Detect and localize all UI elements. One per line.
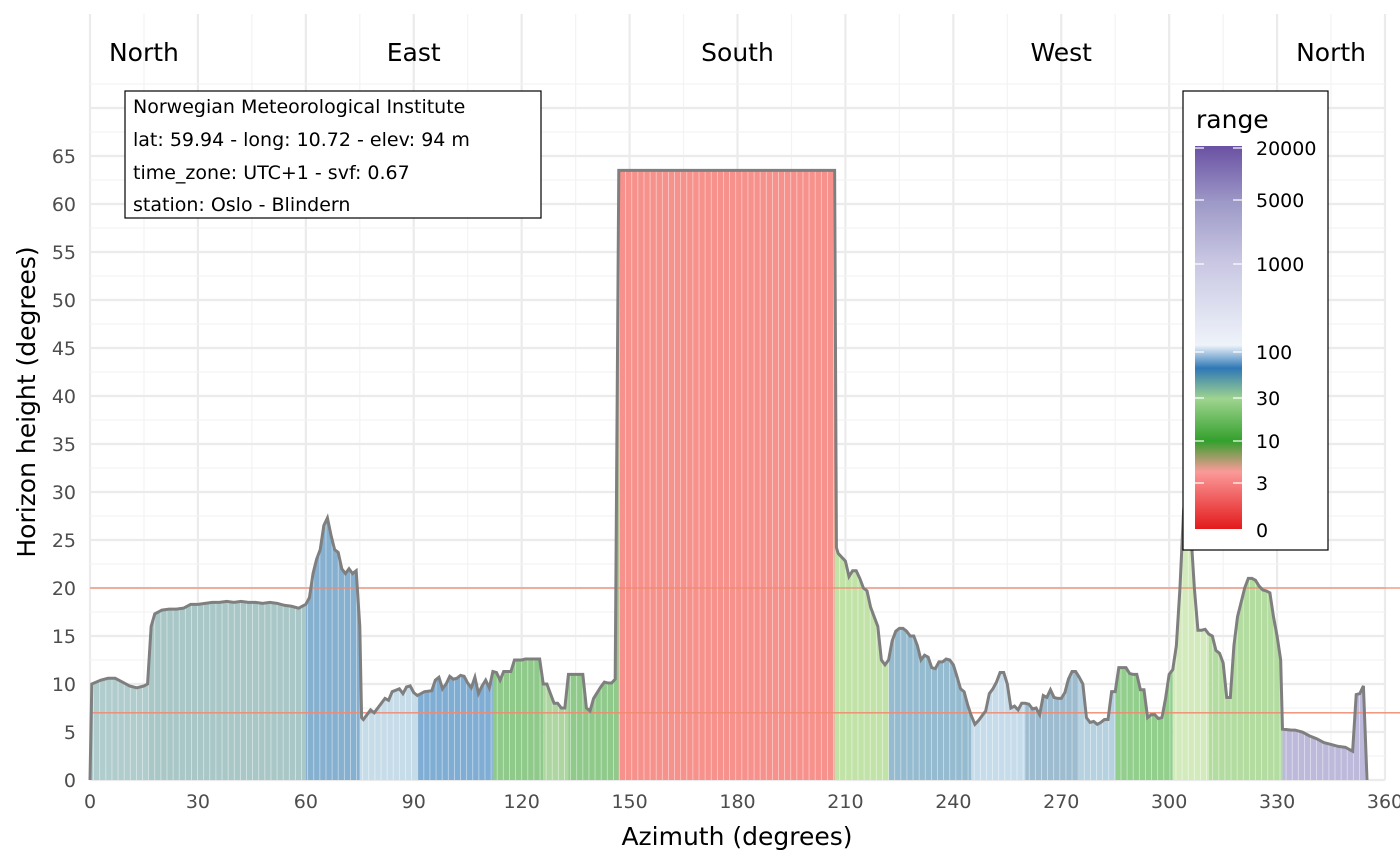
- direction-label: West: [1031, 38, 1093, 67]
- area-segment: [1115, 667, 1173, 780]
- direction-label: South: [701, 38, 774, 67]
- legend-label: 30: [1256, 388, 1280, 410]
- y-tick-label: 65: [52, 146, 76, 168]
- legend-label: 1000: [1256, 254, 1304, 276]
- x-tick-label: 0: [84, 791, 96, 813]
- x-tick-label: 150: [611, 791, 647, 813]
- y-tick-label: 45: [52, 338, 76, 360]
- area-segment: [1025, 671, 1080, 780]
- x-tick-label: 210: [827, 791, 863, 813]
- x-tick-label: 120: [504, 791, 540, 813]
- x-tick-label: 330: [1259, 791, 1295, 813]
- area-segment: [147, 601, 306, 780]
- area-segment: [90, 678, 148, 780]
- y-tick-label: 10: [52, 674, 76, 696]
- legend-label: 3: [1256, 473, 1268, 495]
- area-segment: [543, 674, 569, 780]
- legend-label: 100: [1256, 342, 1292, 364]
- y-tick-label: 35: [52, 434, 76, 456]
- direction-label: North: [109, 38, 179, 67]
- y-tick-label: 55: [52, 242, 76, 264]
- area-segment: [1282, 685, 1368, 780]
- y-tick-label: 15: [52, 626, 76, 648]
- area-segment: [359, 626, 418, 780]
- direction-label: North: [1296, 38, 1366, 67]
- y-tick-label: 20: [52, 578, 76, 600]
- area-segment: [834, 170, 889, 780]
- axis-ticks: 0 30 60 90 120 150 180 210 240 270 300 330 360051015…: [52, 146, 1400, 813]
- y-tick-label: 30: [52, 482, 76, 504]
- direction-label: East: [387, 38, 441, 67]
- y-axis-title: Horizon height (degrees): [12, 246, 41, 557]
- legend-title: range: [1196, 105, 1269, 134]
- y-tick-label: 25: [52, 530, 76, 552]
- x-tick-label: 240: [935, 791, 971, 813]
- legend-label: 5000: [1256, 190, 1304, 212]
- x-tick-label: 30: [186, 791, 210, 813]
- x-axis-title: Azimuth (degrees): [621, 822, 852, 851]
- x-tick-label: 360: [1367, 791, 1400, 813]
- x-tick-label: 270: [1043, 791, 1079, 813]
- y-tick-label: 5: [64, 722, 76, 744]
- legend-color-bar: [1195, 146, 1242, 529]
- x-tick-label: 90: [402, 791, 426, 813]
- area-segment: [305, 517, 360, 780]
- area-segment: [1208, 578, 1283, 780]
- area-segment: [1079, 677, 1116, 780]
- x-tick-label: 180: [719, 791, 755, 813]
- x-tick-label: 60: [294, 791, 318, 813]
- info-line: lat: 59.94 - long: 10.72 - elev: 94 m: [133, 129, 470, 151]
- y-tick-label: 40: [52, 386, 76, 408]
- y-tick-label: 50: [52, 290, 76, 312]
- area-segment: [888, 628, 972, 780]
- area-segment: [618, 170, 835, 780]
- direction-labels: North East South West North: [109, 38, 1366, 67]
- info-line: Norwegian Meteorological Institute: [133, 96, 465, 118]
- x-tick-label: 300: [1151, 791, 1187, 813]
- station-info-box: Norwegian Meteorological Institute lat: …: [124, 90, 542, 219]
- horizon-area: [90, 170, 1368, 781]
- y-tick-label: 60: [52, 194, 76, 216]
- area-segment: [492, 659, 544, 780]
- reference-lines: [90, 587, 1400, 714]
- legend-label: 10: [1256, 431, 1280, 453]
- info-line: time_zone: UTC+1 - svf: 0.67: [133, 162, 410, 184]
- y-tick-label: 0: [64, 770, 76, 792]
- legend-label: 0: [1256, 520, 1268, 542]
- legend-label: 20000: [1256, 138, 1316, 160]
- info-line: station: Oslo - Blindern: [133, 194, 350, 216]
